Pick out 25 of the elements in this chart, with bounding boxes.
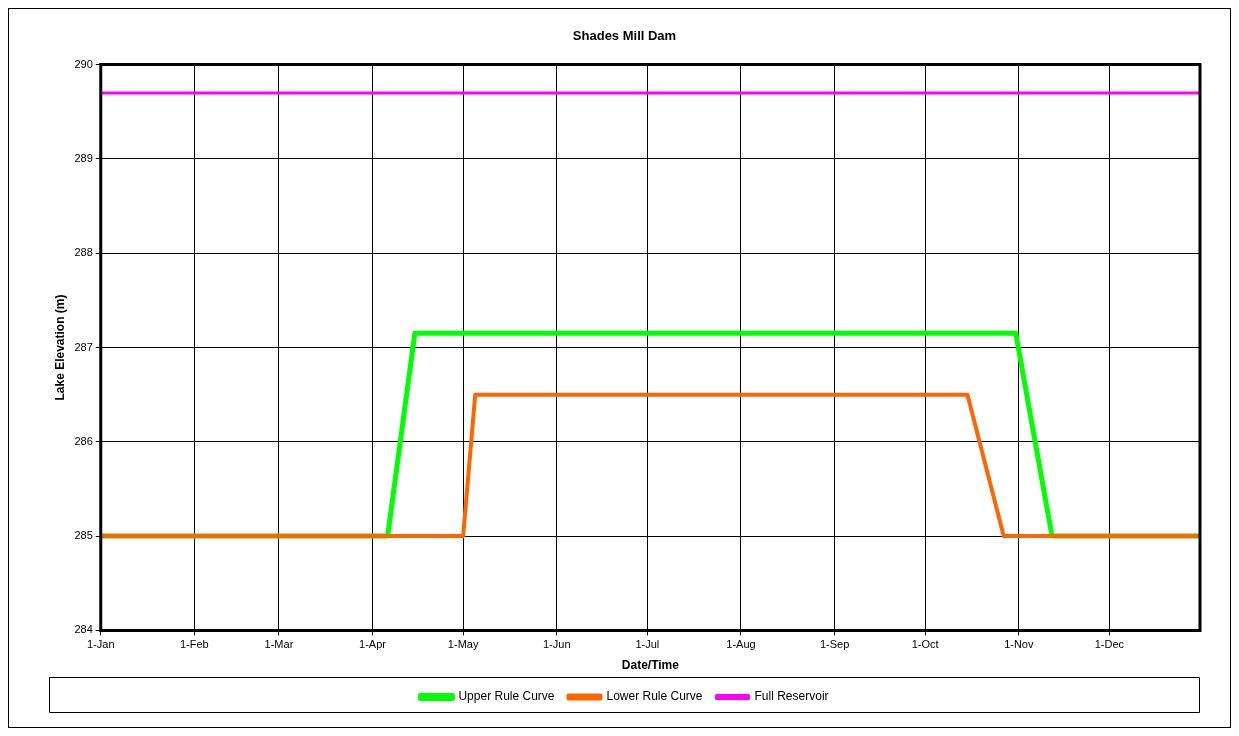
x-tick-label: 1-May xyxy=(447,638,479,651)
y-tick-label: 289 xyxy=(74,151,93,164)
x-tick-label: 1-Feb xyxy=(180,638,209,651)
y-tick-label: 288 xyxy=(74,246,93,259)
y-tick-label: 284 xyxy=(74,623,93,636)
y-axis-title: Lake Elevation (m) xyxy=(52,294,67,401)
chart-title: Shades Mill Dam xyxy=(572,28,677,44)
y-tick-label: 285 xyxy=(74,529,93,542)
x-axis-title: Date/Time xyxy=(621,658,680,673)
x-tick-label: 1-Jun xyxy=(542,638,571,651)
x-tick-label: 1-Dec xyxy=(1094,638,1125,651)
y-tick-label: 286 xyxy=(74,434,93,447)
legend-label: Upper Rule Curve xyxy=(458,689,555,704)
x-tick-label: 1-Apr xyxy=(359,638,387,651)
y-tick-label: 290 xyxy=(74,57,93,70)
x-tick-label: 1-Jul xyxy=(635,638,660,651)
x-tick-label: 1-Oct xyxy=(911,638,939,651)
x-tick-label: 1-Aug xyxy=(726,638,756,651)
y-tick-label: 287 xyxy=(74,340,93,353)
x-tick-label: 1-Nov xyxy=(1004,638,1034,651)
x-tick-label: 1-Sep xyxy=(819,638,850,651)
x-tick-label: 1-Mar xyxy=(264,638,294,651)
legend-label: Lower Rule Curve xyxy=(606,689,703,704)
x-tick-label: 1-Jan xyxy=(86,638,115,651)
legend-label: Full Reservoir xyxy=(754,689,829,704)
